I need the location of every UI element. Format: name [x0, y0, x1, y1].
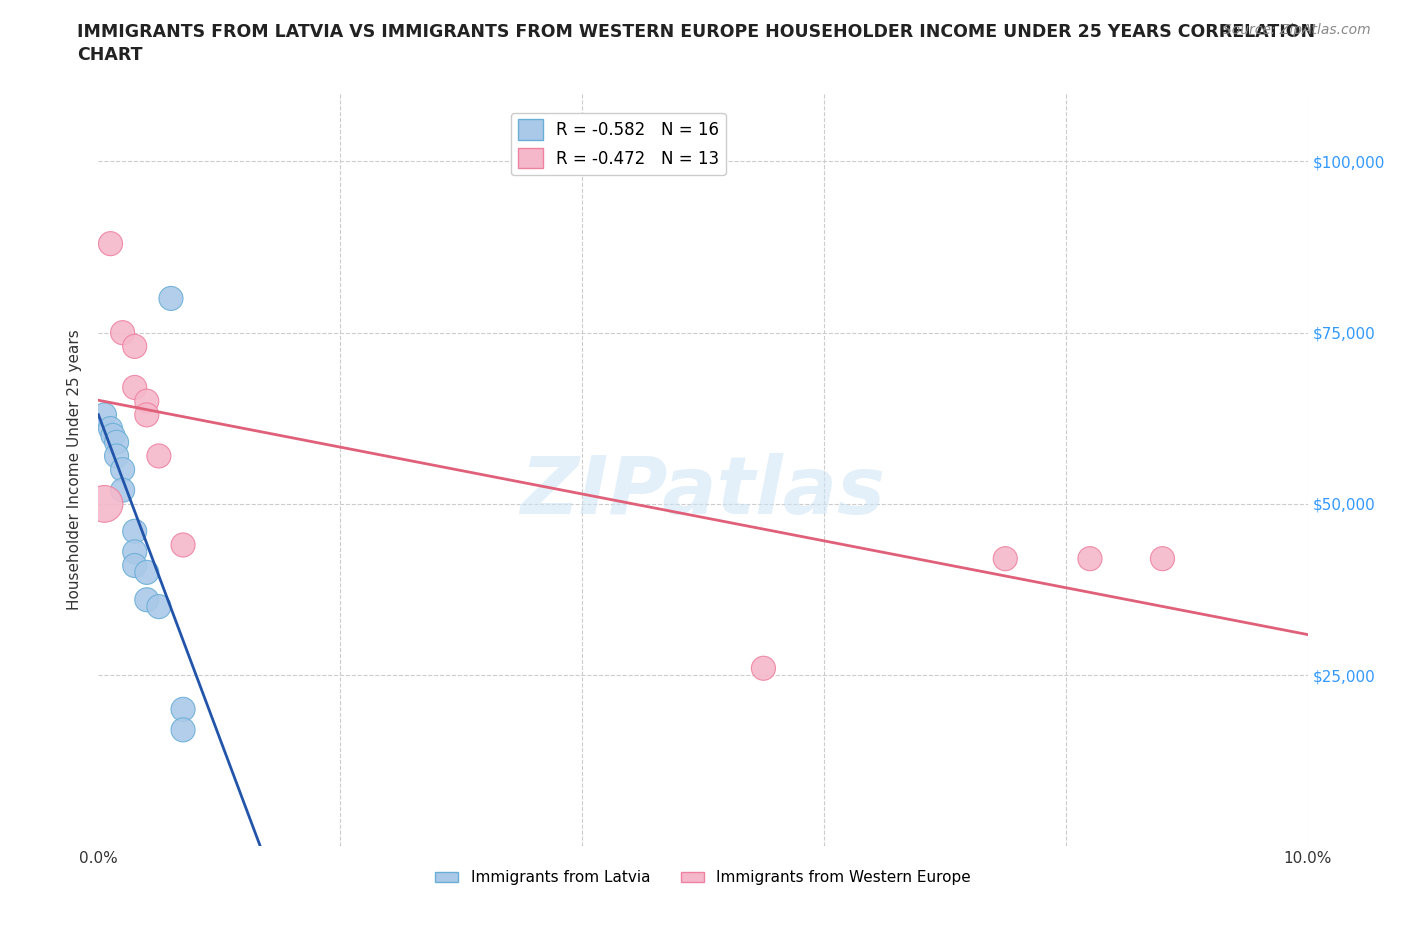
Point [100, 236, 122, 251]
Point [111, 462, 134, 477]
Point [172, 723, 194, 737]
Point [111, 483, 134, 498]
Point [124, 524, 146, 538]
Text: IMMIGRANTS FROM LATVIA VS IMMIGRANTS FROM WESTERN EUROPE HOUSEHOLDER INCOME UNDE: IMMIGRANTS FROM LATVIA VS IMMIGRANTS FRO… [77, 23, 1316, 41]
Text: ZIPatlas: ZIPatlas [520, 453, 886, 531]
Text: Source: ZipAtlas.com: Source: ZipAtlas.com [1223, 23, 1371, 37]
Point [135, 592, 157, 607]
Point [101, 428, 124, 443]
Point [1078, 551, 1101, 566]
Point [148, 599, 170, 614]
Legend: Immigrants from Latvia, Immigrants from Western Europe: Immigrants from Latvia, Immigrants from … [429, 864, 977, 891]
Point [172, 702, 194, 717]
Point [93, 497, 115, 512]
Point [994, 551, 1017, 566]
Point [135, 565, 157, 579]
Point [111, 326, 134, 340]
Y-axis label: Householder Income Under 25 years: Householder Income Under 25 years [67, 329, 83, 610]
Text: CHART: CHART [77, 46, 143, 64]
Point [105, 435, 128, 450]
Point [124, 544, 146, 559]
Point [160, 291, 183, 306]
Point [100, 421, 122, 436]
Point [93, 407, 115, 422]
Point [105, 448, 128, 463]
Point [124, 558, 146, 573]
Point [752, 661, 775, 676]
Point [1152, 551, 1174, 566]
Point [124, 339, 146, 353]
Point [172, 538, 194, 552]
Point [124, 380, 146, 395]
Point [135, 393, 157, 408]
Point [135, 407, 157, 422]
Point [148, 448, 170, 463]
